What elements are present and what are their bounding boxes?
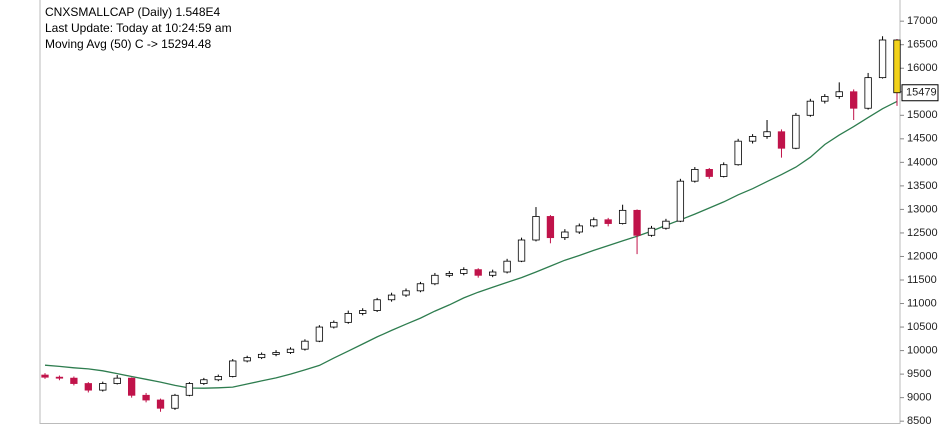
candle-body xyxy=(734,140,742,166)
candle-body xyxy=(171,394,179,409)
candle-body xyxy=(676,180,685,222)
y-tick-label: 9500 xyxy=(907,368,931,380)
candle-body xyxy=(99,383,107,391)
candle-body xyxy=(878,39,887,79)
candle-body xyxy=(647,227,656,236)
y-tick-label: 14000 xyxy=(907,156,938,168)
y-tick-label: 16000 xyxy=(907,62,938,74)
candle-body xyxy=(705,169,713,177)
candle-body xyxy=(850,91,858,109)
candle-body xyxy=(503,260,511,273)
candle-body xyxy=(315,326,324,342)
candle-body xyxy=(864,77,872,109)
candle-body xyxy=(142,394,150,401)
candle-body xyxy=(561,231,569,239)
chart-subtitle: Last Update: Today at 10:24:59 am xyxy=(45,21,232,35)
candle-body xyxy=(691,169,699,182)
candle-body xyxy=(575,225,583,233)
y-tick-label: 10500 xyxy=(907,321,938,333)
candle-body xyxy=(301,340,309,350)
y-tick-label: 13500 xyxy=(907,180,938,192)
y-tick-label: 15000 xyxy=(907,109,938,121)
candle-body xyxy=(416,283,425,292)
candle-body xyxy=(156,399,165,409)
candle-body xyxy=(113,377,121,384)
candle-body xyxy=(402,290,410,296)
candle-body xyxy=(214,376,222,381)
last-price-box xyxy=(901,84,939,102)
candle-body xyxy=(590,219,598,227)
y-tick-label: 10000 xyxy=(907,344,938,356)
candle-body xyxy=(286,348,295,353)
candle-body xyxy=(229,360,237,377)
candle-body xyxy=(359,310,367,314)
candle-body xyxy=(893,39,901,94)
candle-body xyxy=(662,220,670,229)
candle-body xyxy=(517,239,526,262)
y-tick-label: 13000 xyxy=(907,203,938,215)
candle-body xyxy=(546,216,555,239)
candle-body xyxy=(806,100,815,116)
y-tick-label: 8500 xyxy=(907,415,931,424)
candle-body xyxy=(633,209,641,236)
candle-body xyxy=(460,269,468,274)
candle-body xyxy=(272,352,280,355)
y-tick-label: 11500 xyxy=(907,274,937,286)
candle-body xyxy=(748,136,757,142)
candle-body xyxy=(777,131,786,149)
y-tick-label: 11000 xyxy=(907,297,937,309)
candle-body xyxy=(387,294,396,301)
candle-body xyxy=(720,164,728,177)
candle-body xyxy=(618,209,627,224)
candle-body xyxy=(821,96,829,102)
last-price-label: 15479 xyxy=(906,87,937,99)
candle-body xyxy=(604,219,612,224)
candle-body xyxy=(431,274,439,285)
candle-body xyxy=(41,374,49,378)
candle-body xyxy=(70,377,78,384)
y-tick-label: 17000 xyxy=(907,15,938,27)
candle-body xyxy=(445,273,453,276)
candle-body xyxy=(200,379,208,384)
candle-body xyxy=(330,321,338,328)
candle-body xyxy=(532,216,540,241)
y-tick-label: 12500 xyxy=(907,227,938,239)
y-tick-label: 16500 xyxy=(907,39,938,51)
moving-average-line xyxy=(44,100,898,389)
candle-body xyxy=(344,313,352,323)
y-tick-label: 12000 xyxy=(907,250,938,262)
candle-body xyxy=(127,377,136,396)
candle-body xyxy=(84,383,92,391)
candle-body xyxy=(373,299,381,311)
candle-body xyxy=(763,131,771,137)
candle-body xyxy=(55,376,64,379)
candle-body xyxy=(792,114,800,149)
chart-title: CNXSMALLCAP (Daily) 1.548E4 xyxy=(45,5,221,19)
y-tick-label: 9000 xyxy=(907,392,931,404)
candle-body xyxy=(243,357,251,362)
candle-body xyxy=(257,353,266,359)
candle-body xyxy=(185,383,194,396)
candle-body xyxy=(835,91,843,97)
legend-entry: Moving Avg (50) C -> 15294.48 xyxy=(45,37,212,51)
y-tick-label: 14500 xyxy=(907,133,938,145)
candle-body xyxy=(474,269,482,276)
candle-body xyxy=(489,271,497,276)
